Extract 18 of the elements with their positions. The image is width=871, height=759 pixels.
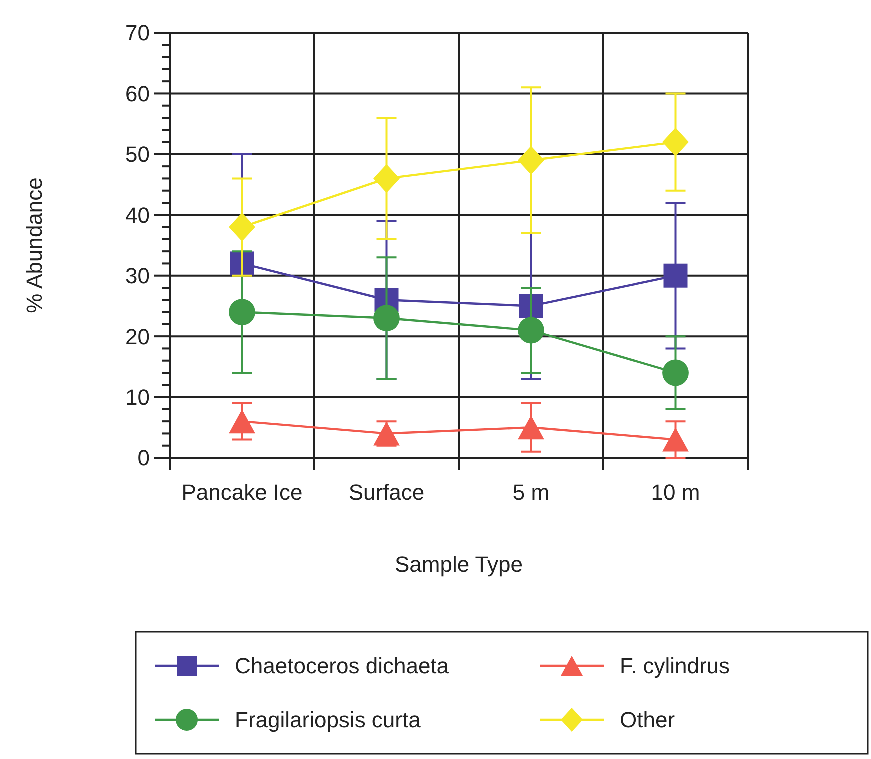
y-axis-title: % Abundance	[22, 178, 47, 314]
legend-label: F. cylindrus	[620, 654, 730, 679]
legend-label: Fragilariopsis curta	[235, 708, 422, 733]
x-tick-label: 10 m	[651, 480, 700, 505]
y-tick-label: 0	[138, 446, 150, 471]
y-tick-label: 30	[126, 264, 150, 289]
x-tick-label: Surface	[348, 480, 425, 505]
y-tick-label: 40	[126, 202, 150, 228]
x-tick-label: 5 m	[512, 480, 550, 505]
y-tick-label: 10	[126, 384, 150, 410]
x-tick-label: Pancake Ice	[182, 480, 303, 505]
legend-label: Other	[620, 708, 676, 733]
y-tick-label: 20	[126, 324, 150, 350]
y-tick-label: 70	[126, 20, 150, 46]
y-tick-label: 60	[126, 81, 150, 106]
legend-label: Chaetoceros dichaeta	[235, 654, 450, 679]
y-tick-label: 50	[126, 142, 150, 168]
x-axis-title: Sample Type	[394, 552, 524, 577]
